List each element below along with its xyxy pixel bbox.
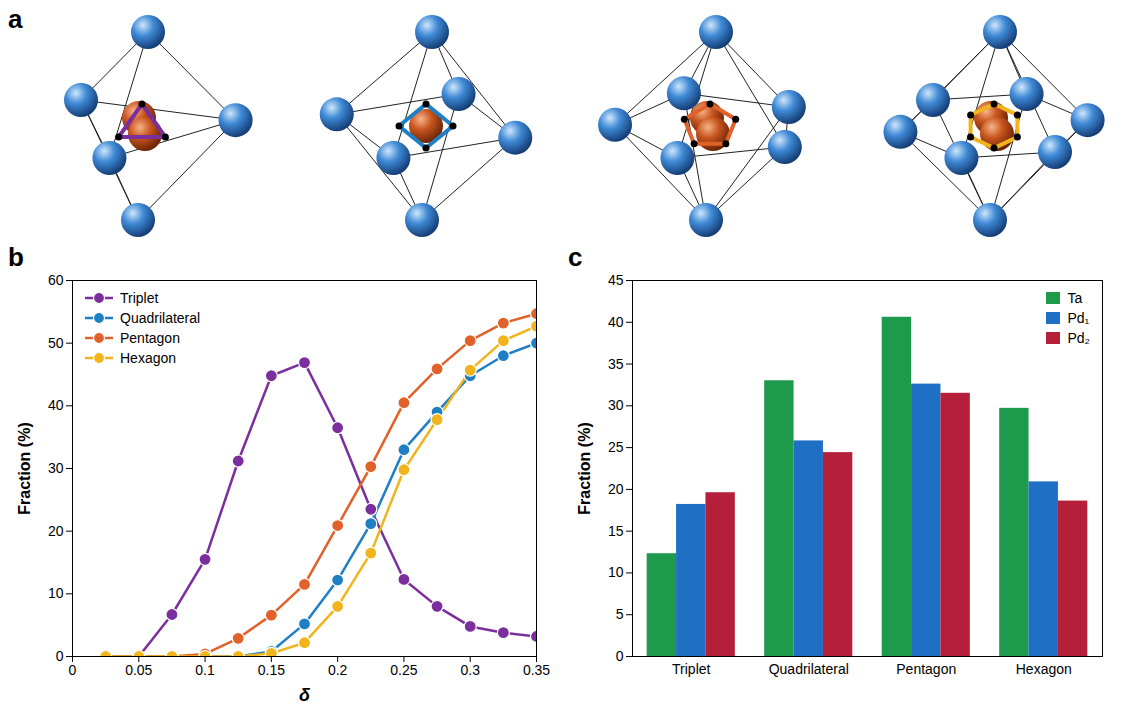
html-text:Hexagon: Hexagon bbox=[120, 350, 176, 366]
svg-text:40: 40 bbox=[48, 397, 64, 413]
svg-text:0.05: 0.05 bbox=[125, 662, 152, 678]
html-text:Pd₁: Pd₁ bbox=[1067, 310, 1090, 326]
svg-text:20: 20 bbox=[608, 481, 624, 497]
svg-text:10: 10 bbox=[48, 585, 64, 601]
svg-text:50: 50 bbox=[48, 335, 64, 351]
svg-text:Pentagon: Pentagon bbox=[896, 661, 956, 677]
svg-text:45: 45 bbox=[608, 272, 624, 288]
svg-text:0.15: 0.15 bbox=[258, 662, 285, 678]
svg-text:Hexagon: Hexagon bbox=[1016, 661, 1072, 677]
svg-text:Triplet: Triplet bbox=[672, 661, 710, 677]
svg-text:0.1: 0.1 bbox=[195, 662, 215, 678]
svg-text:5: 5 bbox=[616, 606, 624, 622]
svg-text:a: a bbox=[8, 4, 23, 34]
svg-text:Quadrilateral: Quadrilateral bbox=[769, 661, 849, 677]
html-text:Quadrilateral: Quadrilateral bbox=[120, 310, 201, 326]
svg-text:20: 20 bbox=[48, 523, 64, 539]
svg-text:40: 40 bbox=[608, 314, 624, 330]
svg-text:0: 0 bbox=[69, 662, 77, 678]
html-text:b: b bbox=[8, 242, 24, 272]
svg-text:0.25: 0.25 bbox=[390, 662, 417, 678]
html-text:Pd₂: Pd₂ bbox=[1067, 330, 1090, 346]
svg-text:δ: δ bbox=[299, 685, 311, 705]
svg-text:35: 35 bbox=[608, 356, 624, 372]
svg-text:30: 30 bbox=[48, 460, 64, 476]
html-text:Ta: Ta bbox=[1067, 290, 1083, 306]
html-text:Pentagon: Pentagon bbox=[120, 330, 180, 346]
html-text:c: c bbox=[568, 242, 583, 272]
svg-text:0.2: 0.2 bbox=[328, 662, 348, 678]
html-text:Triplet: Triplet bbox=[120, 290, 159, 306]
svg-text:0.3: 0.3 bbox=[460, 662, 480, 678]
svg-text:0: 0 bbox=[56, 648, 64, 664]
svg-text:0: 0 bbox=[616, 648, 624, 664]
svg-text:Fraction (%): Fraction (%) bbox=[576, 422, 593, 514]
svg-text:Fraction (%): Fraction (%) bbox=[16, 422, 33, 514]
svg-text:15: 15 bbox=[608, 523, 624, 539]
svg-text:10: 10 bbox=[608, 564, 624, 580]
svg-text:60: 60 bbox=[48, 272, 64, 288]
svg-text:0.35: 0.35 bbox=[523, 662, 550, 678]
svg-text:25: 25 bbox=[608, 439, 624, 455]
svg-text:30: 30 bbox=[608, 397, 624, 413]
